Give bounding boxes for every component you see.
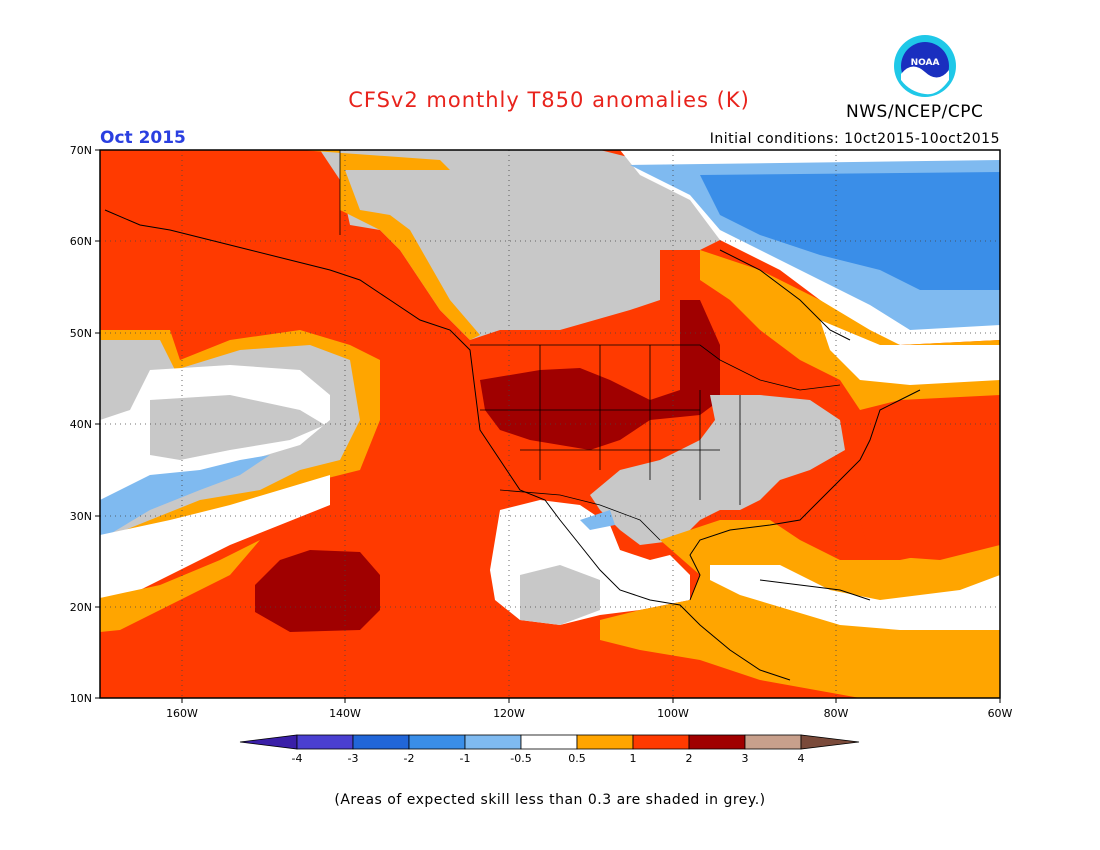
colorbar-label: -3 bbox=[348, 752, 359, 765]
longitude-labels: 160W 140W 120W 100W 80W 60W bbox=[166, 707, 1012, 720]
lon-label: 80W bbox=[824, 707, 849, 720]
colorbar-swatch bbox=[520, 734, 578, 750]
colorbar-swatch bbox=[408, 734, 466, 750]
lon-label: 140W bbox=[329, 707, 361, 720]
lon-label: 100W bbox=[657, 707, 689, 720]
noaa-logo-text: NOAA bbox=[911, 58, 940, 68]
lat-label: 60N bbox=[70, 235, 92, 248]
lat-label: 40N bbox=[70, 418, 92, 431]
colorbar-label: -1 bbox=[460, 752, 471, 765]
colorbar-arrow-high bbox=[800, 734, 860, 750]
colorbar-label: 3 bbox=[742, 752, 749, 765]
map-title: CFSv2 monthly T850 anomalies (K) bbox=[348, 88, 750, 112]
colorbar-swatch bbox=[632, 734, 690, 750]
graticule bbox=[100, 150, 1000, 698]
colorbar-arrow-low bbox=[239, 734, 298, 750]
colorbar-label: 4 bbox=[798, 752, 805, 765]
agency-label: NWS/NCEP/CPC bbox=[846, 102, 984, 122]
lon-label: 120W bbox=[493, 707, 525, 720]
colorbar: -4 -3 -2 -1 -0.5 0.5 1 2 3 4 bbox=[239, 734, 860, 765]
anomaly-map bbox=[100, 150, 1000, 698]
colorbar-label: -2 bbox=[404, 752, 415, 765]
colorbar-swatch bbox=[744, 734, 802, 750]
lat-label: 20N bbox=[70, 601, 92, 614]
colorbar-label: -0.5 bbox=[510, 752, 531, 765]
colorbar-swatch bbox=[464, 734, 522, 750]
colorbar-label: -4 bbox=[292, 752, 303, 765]
colorbar-swatch bbox=[576, 734, 634, 750]
colorbar-label: 1 bbox=[630, 752, 637, 765]
lon-label: 60W bbox=[988, 707, 1013, 720]
footnote: (Areas of expected skill less than 0.3 a… bbox=[334, 792, 766, 808]
colorbar-swatch bbox=[296, 734, 354, 750]
colorbar-swatch bbox=[352, 734, 410, 750]
month-label: Oct 2015 bbox=[100, 128, 186, 148]
lon-label: 160W bbox=[166, 707, 198, 720]
lat-label: 50N bbox=[70, 327, 92, 340]
colorbar-label: 0.5 bbox=[568, 752, 586, 765]
colorbar-swatch bbox=[688, 734, 746, 750]
lat-label: 70N bbox=[70, 144, 92, 157]
axis-ticks bbox=[95, 149, 1001, 703]
latitude-labels: 70N 60N 50N 40N 30N 20N 10N bbox=[70, 144, 92, 705]
borders bbox=[339, 150, 841, 541]
lat-label: 30N bbox=[70, 510, 92, 523]
initial-conditions-label: Initial conditions: 10ct2015-10oct2015 bbox=[709, 131, 1000, 147]
coastlines bbox=[104, 209, 921, 681]
noaa-logo: NOAA bbox=[894, 35, 956, 97]
colorbar-label: 2 bbox=[686, 752, 693, 765]
lat-label: 10N bbox=[70, 692, 92, 705]
